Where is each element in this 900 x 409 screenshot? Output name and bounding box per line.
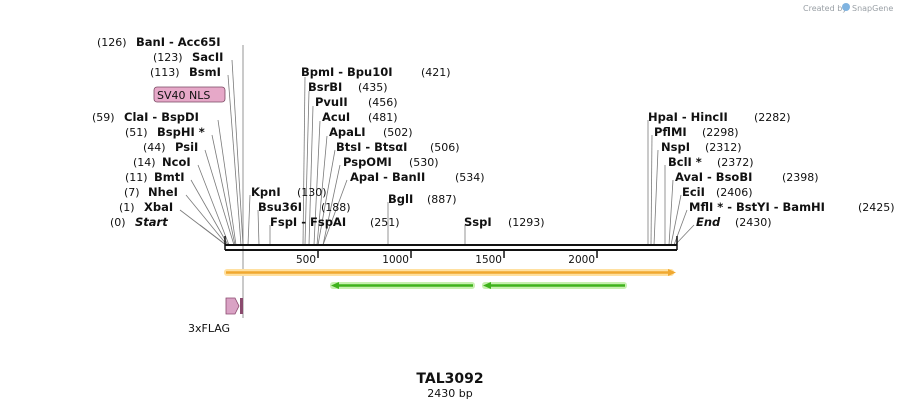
enzyme-pos: (534) [455, 171, 485, 184]
orf-arrow [224, 269, 676, 276]
ruler-tick-label: 500 [296, 254, 316, 266]
start-label: Start [135, 215, 168, 229]
enzyme-pos: (11) [125, 171, 148, 184]
snapgene-logo-icon [842, 3, 850, 11]
enzyme-name: PflMI [654, 125, 687, 139]
enzyme-pos: (1293) [508, 216, 545, 229]
enzyme-name: BclI * [668, 155, 702, 169]
labels-right: HpaI - HincII (2282) PflMI (2298) NspI (… [648, 110, 895, 229]
enzyme-pos: (130) [297, 186, 327, 199]
enzyme-name: Bsu36I [258, 200, 302, 214]
enzyme-name: BsrBI [308, 80, 342, 94]
enzyme-name: KpnI [251, 185, 281, 199]
backbone [224, 236, 678, 251]
enzyme-name: SacII [192, 50, 223, 64]
enzyme-pos: (2398) [782, 171, 819, 184]
enzyme-name: PvuII [315, 95, 348, 109]
enzyme-name: NheI [148, 185, 178, 199]
enzyme-name: SspI [464, 215, 492, 229]
enzyme-name: NspI [661, 140, 690, 154]
enzyme-name: AvaI - BsoBI [675, 170, 752, 184]
flag-label: 3xFLAG [188, 322, 230, 335]
enzyme-pos: (113) [150, 66, 180, 79]
enzyme-pos: (2425) [858, 201, 895, 214]
enzyme-name: MflI * - BstYI - BamHI [689, 200, 825, 214]
nls-feature-box [153, 86, 226, 103]
end-pos: (2430) [735, 216, 772, 229]
enzyme-pos: (2406) [716, 186, 753, 199]
enzyme-name: ApaLI [329, 125, 366, 139]
flag-feature [225, 297, 243, 315]
enzyme-pos: (502) [383, 126, 413, 139]
enzyme-name: AcuI [322, 110, 350, 124]
enzyme-name: PspOMI [343, 155, 392, 169]
enzyme-pos: (456) [368, 96, 398, 109]
enzyme-pos: (51) [125, 126, 148, 139]
enzyme-name: BmtI [154, 170, 185, 184]
enzyme-pos: (2312) [705, 141, 742, 154]
credit-brand: SnapGene [852, 4, 893, 13]
enzyme-pos: (14) [133, 156, 156, 169]
enzyme-pos: (421) [421, 66, 451, 79]
enzyme-name: XbaI [144, 200, 173, 214]
enzyme-pos: (506) [430, 141, 460, 154]
enzyme-name: BanI - Acc65I [136, 35, 221, 49]
leader-lines [179, 45, 695, 318]
enzyme-pos: (435) [358, 81, 388, 94]
enzyme-pos: (481) [368, 111, 398, 124]
ruler-tick-label: 1000 [382, 254, 409, 266]
start-pos: (0) [110, 216, 126, 229]
enzyme-name: ClaI - BspDI [124, 110, 199, 124]
ruler: 500 1000 1500 2000 [296, 251, 598, 266]
ruler-tick-label: 1500 [475, 254, 502, 266]
enzyme-pos: (1) [119, 201, 135, 214]
enzyme-name: BsmI [189, 65, 221, 79]
green-arrow-left [330, 282, 475, 289]
enzyme-pos: (44) [143, 141, 166, 154]
enzyme-pos: (126) [97, 36, 127, 49]
enzyme-name: PsiI [175, 140, 198, 154]
green-arrow-right [482, 282, 627, 289]
enzyme-pos: (59) [92, 111, 115, 124]
labels-left: (126) BanI - Acc65I (123) SacII (113) Bs… [92, 35, 223, 229]
enzyme-pos: (530) [409, 156, 439, 169]
enzyme-pos: (188) [321, 201, 351, 214]
end-label: End [696, 215, 721, 229]
enzyme-pos: (2282) [754, 111, 791, 124]
enzyme-name: NcoI [162, 155, 191, 169]
enzyme-name: BspHI * [157, 125, 205, 139]
labels-mid: BpmI - Bpu10I (421) BsrBI (435) PvuII (4… [251, 65, 545, 229]
enzyme-name: FspI - FspAI [270, 215, 346, 229]
map-title: TAL3092 [416, 371, 483, 387]
nls-label: SV40 NLS [157, 89, 210, 102]
enzyme-pos: (2372) [717, 156, 754, 169]
enzyme-name: EciI [682, 185, 705, 199]
enzyme-name: BpmI - Bpu10I [301, 65, 393, 79]
enzyme-pos: (7) [124, 186, 140, 199]
enzyme-pos: (251) [370, 216, 400, 229]
enzyme-pos: (123) [153, 51, 183, 64]
enzyme-pos: (2298) [702, 126, 739, 139]
enzyme-name: BtsI - BtsαI [336, 140, 407, 154]
enzyme-name: ApaI - BanII [350, 170, 425, 184]
enzyme-pos: (887) [427, 193, 457, 206]
credit-text: Created by [803, 4, 847, 13]
map-subtitle: 2430 bp [427, 387, 472, 400]
enzyme-name: BglI [388, 192, 413, 206]
ruler-tick-label: 2000 [568, 254, 595, 266]
enzyme-name: HpaI - HincII [648, 110, 728, 124]
